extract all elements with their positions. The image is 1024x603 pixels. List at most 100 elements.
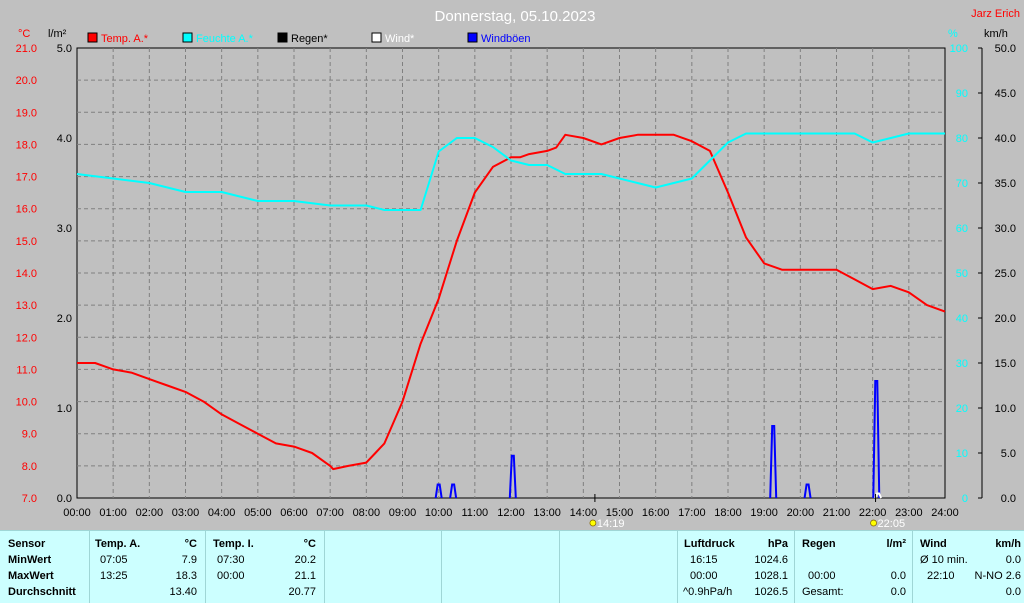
temp-a-min-val: 7.9 [181, 554, 197, 566]
luftdruck-r1-time: 16:15 [690, 554, 718, 566]
wind-header: Wind [920, 538, 947, 550]
wind-tick-label: 20.0 [995, 313, 1016, 325]
wind-tick-label: 5.0 [1001, 448, 1016, 460]
wind-axis-unit: km/h [984, 28, 1008, 40]
series-spike [874, 492, 883, 499]
humidity-tick-label: 70 [956, 178, 968, 190]
temp-tick-label: 7.0 [22, 493, 37, 505]
x-tick-label: 02:00 [136, 507, 164, 519]
x-tick-label: 03:00 [172, 507, 200, 519]
wind-tick-label: 35.0 [995, 178, 1016, 190]
chart-title: Donnerstag, 05.10.2023 [435, 8, 596, 25]
humidity-tick-label: 50 [956, 268, 968, 280]
wind-r1-label: Ø 10 min. [920, 554, 968, 566]
series-spike [769, 425, 778, 499]
temp-i-max-val: 21.1 [294, 570, 316, 582]
rain-tick-label: 4.0 [57, 133, 72, 145]
x-tick-label: 08:00 [353, 507, 381, 519]
rain-tick-label: 3.0 [57, 223, 72, 235]
humidity-tick-label: 100 [950, 43, 968, 55]
x-tick-label: 23:00 [895, 507, 923, 519]
col-sensor: Sensor MinWert MaxWert Durchschnitt [0, 531, 90, 603]
temp-tick-label: 21.0 [16, 43, 37, 55]
x-tick-label: 15:00 [606, 507, 634, 519]
col-temp-a: Temp. A. °C 07:05 7.9 13:25 18.3 13.40 [89, 531, 206, 603]
temp-i-avg: 20.77 [288, 586, 316, 598]
col-empty-2 [441, 531, 560, 603]
temp-tick-label: 20.0 [16, 75, 37, 87]
wind-r1-val: 0.0 [1005, 554, 1021, 566]
x-tick-label: 17:00 [678, 507, 706, 519]
humidity-tick-label: 80 [956, 133, 968, 145]
temp-a-avg: 13.40 [169, 586, 197, 598]
legend: Temp. A.* Feuchte A.* Regen* Wind* Windböen [87, 32, 531, 45]
temp-tick-label: 10.0 [16, 397, 37, 409]
grid [77, 48, 945, 498]
wind-tick-label: 50.0 [995, 43, 1016, 55]
humidity-tick-label: 20 [956, 403, 968, 415]
rain-axis-unit: l/m² [48, 28, 67, 40]
col-luftdruck: Luftdruck hPa 16:15 1024.6 00:00 1028.1 … [677, 531, 795, 603]
maxwert-label: MaxWert [8, 570, 54, 582]
temp-a-min-time: 07:05 [100, 554, 128, 566]
x-tick-label: 09:00 [389, 507, 417, 519]
temp-i-min-val: 20.2 [294, 554, 316, 566]
humidity-tick-label: 30 [956, 358, 968, 370]
temp-a-header: Temp. A. [95, 538, 141, 550]
temp-tick-label: 15.0 [16, 236, 37, 248]
luftdruck-r1-val: 1024.6 [754, 554, 788, 566]
legend-label: Feuchte A.* [196, 33, 254, 45]
x-tick-label: 16:00 [642, 507, 670, 519]
luftdruck-unit: hPa [767, 538, 788, 550]
x-tick-label: 01:00 [99, 507, 127, 519]
sun-icon [589, 519, 597, 527]
temp-i-max-time: 00:00 [217, 570, 245, 582]
wind-r2-time: 22:10 [927, 570, 955, 582]
series-spike [803, 483, 812, 499]
humidity-tick-label: 10 [956, 448, 968, 460]
col-wind: Wind km/h Ø 10 min. 0.0 22:10 N-NO 2.6 0… [912, 531, 1024, 603]
temp-a-max-val: 18.3 [175, 570, 197, 582]
series-spike [872, 380, 881, 499]
series-spike [508, 454, 517, 499]
humidity-tick-label: 60 [956, 223, 968, 235]
weather-chart: Donnerstag, 05.10.2023 Jarz Erich °C l/m… [16, 8, 1020, 530]
x-tick-label: 12:00 [497, 507, 525, 519]
temp-tick-label: 17.0 [16, 172, 37, 184]
regen-r2-time: 00:00 [808, 570, 836, 582]
temp-tick-label: 8.0 [22, 461, 37, 473]
temp-tick-label: 18.0 [16, 139, 37, 151]
humidity-tick-label: 90 [956, 88, 968, 100]
x-tick-label: 05:00 [244, 507, 272, 519]
wind-tick-label: 10.0 [995, 403, 1016, 415]
wind-r3-val: 0.0 [1005, 586, 1021, 598]
rain-tick-label: 0.0 [57, 493, 72, 505]
luftdruck-r2-val: 1028.1 [754, 570, 788, 582]
marker-label: 14:19 [597, 518, 625, 530]
marker-label: 22:05 [878, 518, 906, 530]
minwert-label: MinWert [8, 554, 52, 566]
temp-i-unit: °C [303, 538, 316, 550]
luftdruck-trend: ^0.9hPa/h [683, 586, 733, 598]
author-label: Jarz Erich [971, 8, 1020, 20]
x-tick-label: 14:00 [570, 507, 598, 519]
x-tick-label: 10:00 [425, 507, 453, 519]
x-tick-label: 22:00 [859, 507, 887, 519]
temp-tick-label: 11.0 [16, 364, 37, 376]
temp-axis-unit: °C [18, 28, 30, 40]
temp-i-min-time: 07:30 [217, 554, 245, 566]
col-empty-3 [559, 531, 678, 603]
series-spike [449, 483, 458, 499]
x-tick-label: 06:00 [280, 507, 308, 519]
x-tick-label: 00:00 [63, 507, 91, 519]
wind-tick-label: 40.0 [995, 133, 1016, 145]
x-tick-label: 20:00 [787, 507, 815, 519]
axis-labels: 00:00 01:00 02:00 03:00 04:00 05:00 06:00 07:00… [16, 43, 1016, 519]
wind-tick-label: 45.0 [995, 88, 1016, 100]
temp-tick-label: 16.0 [16, 204, 37, 216]
temp-tick-label: 14.0 [16, 268, 37, 280]
legend-swatch [277, 32, 288, 43]
temp-tick-label: 12.0 [16, 332, 37, 344]
regen-unit: l/m² [886, 538, 906, 550]
series-layer [76, 132, 946, 499]
